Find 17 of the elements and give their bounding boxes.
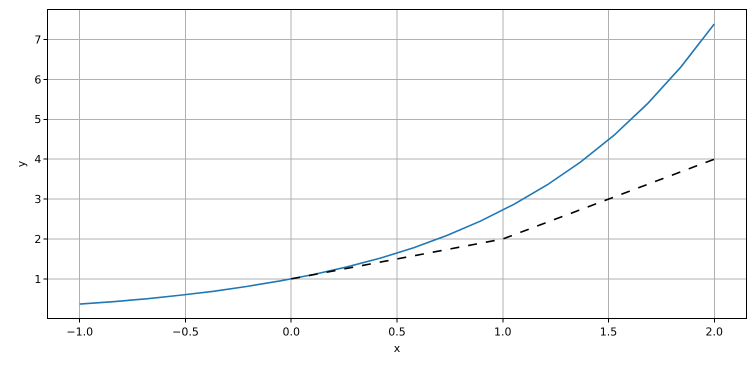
x-tick-label: 2.0 bbox=[706, 326, 724, 339]
x-tick-label: 0.5 bbox=[388, 326, 406, 339]
y-tick-label: 3 bbox=[34, 192, 42, 206]
y-axis-title: y bbox=[15, 160, 28, 168]
y-tick-label: 1 bbox=[34, 272, 42, 286]
y-tick-label: 5 bbox=[34, 113, 42, 126]
x-tick-label: 1.5 bbox=[600, 326, 618, 339]
line-series bbox=[78, 23, 716, 305]
y-tick-label: 6 bbox=[34, 73, 42, 86]
x-tick-label: 0.0 bbox=[282, 326, 300, 339]
x-axis-title: x bbox=[394, 342, 401, 355]
y-tick-label: 2 bbox=[34, 232, 42, 246]
x-tick-label: 1.0 bbox=[494, 326, 512, 339]
y-tick-label: 4 bbox=[34, 153, 42, 166]
x-tick-label: −1.0 bbox=[66, 326, 94, 339]
y-tick-label: 7 bbox=[34, 33, 42, 46]
x-tick-label: −0.5 bbox=[172, 326, 199, 339]
